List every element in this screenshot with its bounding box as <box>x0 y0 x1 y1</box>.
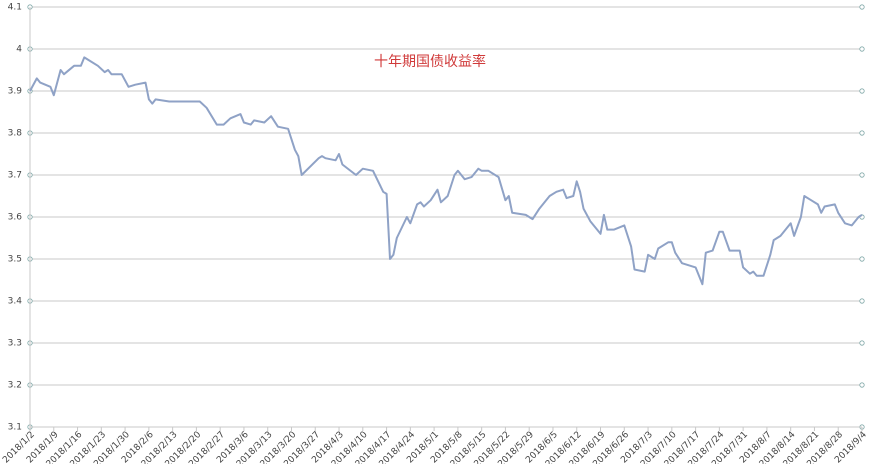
y-tick-label: 3.3 <box>8 339 22 349</box>
y-tick-label: 3.7 <box>8 171 22 181</box>
grid-end-marker <box>859 340 865 346</box>
y-tick-label: 4.1 <box>8 3 22 13</box>
grid-end-marker <box>859 130 865 136</box>
grid-end-marker <box>859 88 865 94</box>
y-tick-label: 3.5 <box>8 255 22 265</box>
grid-end-marker <box>859 4 865 10</box>
y-tick-label: 3.2 <box>8 381 22 391</box>
grid-end-marker <box>859 256 865 262</box>
y-tick-label: 3.4 <box>8 297 23 307</box>
grid-end-marker <box>859 382 865 388</box>
y-tick-label: 3.6 <box>8 213 23 223</box>
chart-title: 十年期国债收益率 <box>374 53 486 70</box>
data-line <box>29 56 863 286</box>
y-tick-label: 4 <box>16 45 22 55</box>
y-tick-label: 3.9 <box>8 87 23 97</box>
y-tick-label: 3.1 <box>8 423 22 433</box>
grid-end-marker <box>859 298 865 304</box>
grid-end-marker <box>859 46 865 52</box>
grid-end-marker <box>859 172 865 178</box>
y-tick-label: 3.8 <box>8 129 23 139</box>
